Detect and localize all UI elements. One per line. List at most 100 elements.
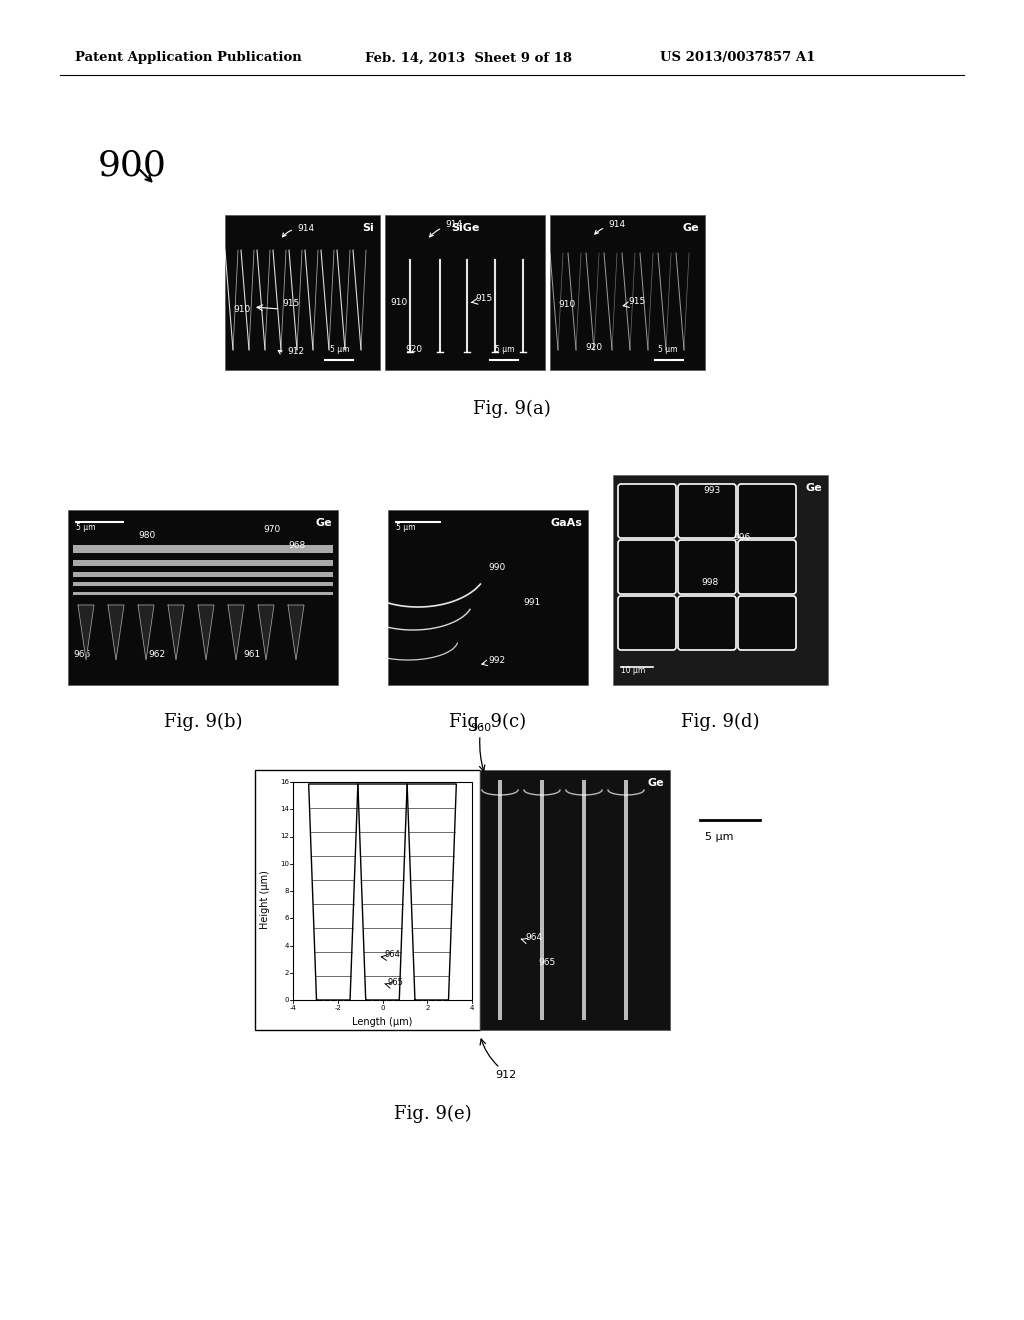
Bar <box>73 582 333 586</box>
Text: 4: 4 <box>285 942 289 949</box>
Text: Ge: Ge <box>315 517 332 528</box>
Text: Ge: Ge <box>682 223 699 234</box>
Text: 6: 6 <box>285 915 289 921</box>
Text: 920: 920 <box>585 343 602 352</box>
Text: 910: 910 <box>558 300 575 309</box>
Polygon shape <box>168 605 184 660</box>
Text: 964: 964 <box>525 933 542 942</box>
FancyBboxPatch shape <box>738 597 796 649</box>
Text: Fig. 9(e): Fig. 9(e) <box>393 1105 471 1123</box>
Polygon shape <box>228 605 244 660</box>
Polygon shape <box>258 605 274 660</box>
Bar <box>255 770 480 1030</box>
Polygon shape <box>198 605 214 660</box>
Bar <box>540 780 544 1020</box>
Polygon shape <box>138 605 154 660</box>
Text: 16: 16 <box>280 779 289 785</box>
Text: SiGe: SiGe <box>451 223 479 234</box>
FancyBboxPatch shape <box>738 484 796 539</box>
Text: 990: 990 <box>488 564 505 572</box>
Text: 915: 915 <box>475 294 493 304</box>
Text: Ge: Ge <box>647 777 664 788</box>
Text: 5 μm: 5 μm <box>705 832 733 842</box>
Text: 914: 914 <box>283 224 314 236</box>
Text: 10 μm: 10 μm <box>621 667 645 675</box>
Text: 12: 12 <box>281 833 289 840</box>
Bar <box>73 591 333 595</box>
Text: 5 μm: 5 μm <box>330 345 349 354</box>
FancyBboxPatch shape <box>678 540 736 594</box>
Text: 5 μm: 5 μm <box>495 345 514 354</box>
Text: 0: 0 <box>380 1005 385 1011</box>
Text: 910: 910 <box>233 305 250 314</box>
Polygon shape <box>108 605 124 660</box>
Text: 992: 992 <box>488 656 505 665</box>
Text: 10: 10 <box>280 861 289 867</box>
Text: 912: 912 <box>495 1071 516 1080</box>
Text: 962: 962 <box>148 649 165 659</box>
Bar <box>550 215 705 370</box>
Text: 968: 968 <box>288 541 305 550</box>
Text: Patent Application Publication: Patent Application Publication <box>75 51 302 65</box>
Polygon shape <box>322 1001 345 1012</box>
Text: 2: 2 <box>285 970 289 975</box>
Text: 915: 915 <box>282 300 299 308</box>
Text: Height (μm): Height (μm) <box>260 871 270 929</box>
Text: 912: 912 <box>279 347 304 356</box>
Text: 964: 964 <box>384 950 400 960</box>
Bar <box>73 560 333 566</box>
Text: 0: 0 <box>285 997 289 1003</box>
Bar <box>498 780 502 1020</box>
Bar <box>480 770 670 1030</box>
Text: 996: 996 <box>733 533 751 543</box>
Text: Ge: Ge <box>805 483 822 492</box>
Text: 14: 14 <box>281 807 289 812</box>
Text: 961: 961 <box>243 649 260 659</box>
Text: 914: 914 <box>430 220 462 236</box>
Bar <box>73 545 333 553</box>
Bar <box>624 780 628 1020</box>
Text: 8: 8 <box>285 888 289 894</box>
Text: 914: 914 <box>595 220 625 234</box>
Text: -4: -4 <box>290 1005 296 1011</box>
Text: 2: 2 <box>425 1005 429 1011</box>
Text: 970: 970 <box>263 525 281 535</box>
Text: 4: 4 <box>470 1005 474 1011</box>
Text: 998: 998 <box>701 578 718 587</box>
FancyBboxPatch shape <box>618 597 676 649</box>
Text: 965: 965 <box>538 958 555 968</box>
Text: 980: 980 <box>138 531 156 540</box>
Bar <box>582 780 586 1020</box>
Text: 966: 966 <box>73 649 90 659</box>
Text: Feb. 14, 2013  Sheet 9 of 18: Feb. 14, 2013 Sheet 9 of 18 <box>365 51 572 65</box>
Text: Fig. 9(a): Fig. 9(a) <box>473 400 551 418</box>
Bar <box>68 510 338 685</box>
FancyBboxPatch shape <box>678 484 736 539</box>
Text: 965: 965 <box>387 978 403 986</box>
Text: -2: -2 <box>334 1005 341 1011</box>
Text: 993: 993 <box>703 486 720 495</box>
FancyBboxPatch shape <box>738 540 796 594</box>
Text: Fig. 9(b): Fig. 9(b) <box>164 713 243 731</box>
Text: 900: 900 <box>98 148 167 182</box>
Bar <box>613 475 828 685</box>
Text: Si: Si <box>362 223 374 234</box>
Text: 920: 920 <box>406 345 422 354</box>
FancyBboxPatch shape <box>618 484 676 539</box>
Text: 5 μm: 5 μm <box>658 345 678 354</box>
FancyBboxPatch shape <box>678 597 736 649</box>
Text: 991: 991 <box>523 598 541 607</box>
Text: 915: 915 <box>628 297 645 306</box>
Text: 5 μm: 5 μm <box>396 523 416 532</box>
Text: 910: 910 <box>390 298 408 308</box>
FancyBboxPatch shape <box>618 540 676 594</box>
Text: US 2013/0037857 A1: US 2013/0037857 A1 <box>660 51 815 65</box>
Text: GaAs: GaAs <box>550 517 582 528</box>
Polygon shape <box>371 1001 394 1012</box>
Bar <box>388 510 588 685</box>
Bar <box>385 215 545 370</box>
Bar <box>225 215 380 370</box>
Polygon shape <box>288 605 304 660</box>
Text: 960: 960 <box>470 723 492 733</box>
Polygon shape <box>420 1001 443 1012</box>
